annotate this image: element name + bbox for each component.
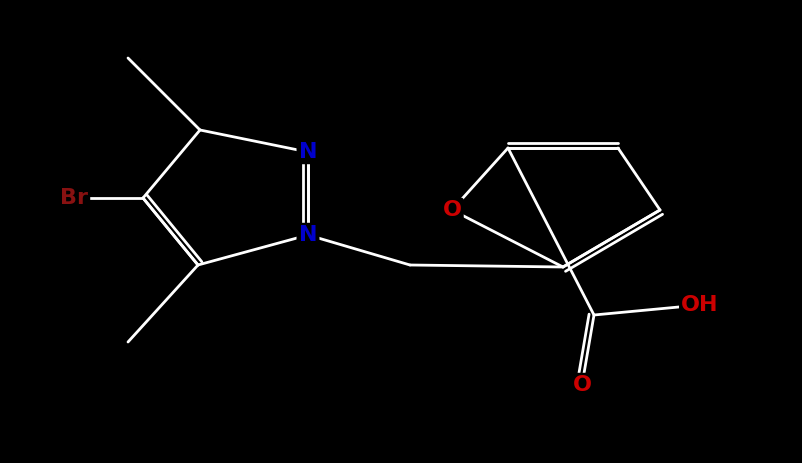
Text: O: O — [573, 375, 592, 395]
Text: N: N — [299, 225, 318, 245]
Text: OH: OH — [681, 295, 719, 315]
Text: N: N — [299, 142, 318, 162]
Text: Br: Br — [60, 188, 88, 208]
Text: O: O — [443, 200, 461, 220]
